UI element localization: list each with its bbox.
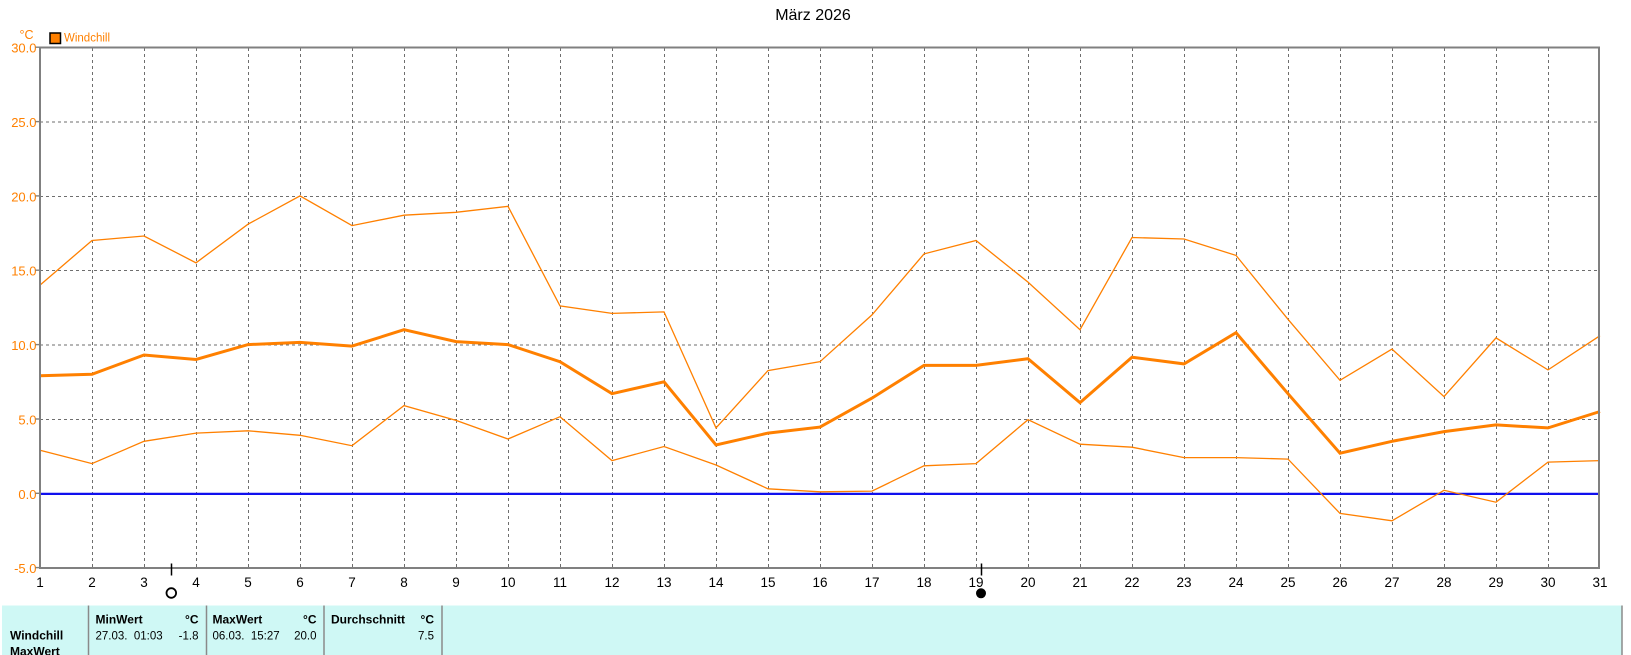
svg-text:27.03. 01:03: 27.03. 01:03	[96, 631, 163, 643]
svg-text:06.03. 15:27: 06.03. 15:27	[213, 631, 280, 643]
svg-text:Durchschnitt: Durchschnitt	[331, 613, 405, 627]
svg-text:28: 28	[1436, 575, 1451, 590]
svg-text:MinWert: MinWert	[96, 613, 143, 627]
svg-text:23: 23	[1176, 575, 1191, 590]
svg-text:°C: °C	[303, 613, 317, 627]
svg-text:März 2026: März 2026	[775, 7, 851, 24]
svg-text:18: 18	[916, 575, 931, 590]
svg-text:22: 22	[1124, 575, 1139, 590]
svg-text:12: 12	[604, 575, 619, 590]
svg-text:°C: °C	[20, 28, 34, 42]
svg-text:31: 31	[1592, 575, 1607, 590]
svg-text:24: 24	[1228, 575, 1244, 590]
svg-text:15.0: 15.0	[11, 264, 36, 279]
svg-text:25: 25	[1280, 575, 1295, 590]
svg-text:17: 17	[864, 575, 879, 590]
svg-text:5.0: 5.0	[18, 413, 36, 428]
svg-text:7: 7	[348, 575, 356, 590]
svg-text:26: 26	[1332, 575, 1347, 590]
svg-text:Windchill: Windchill	[10, 629, 63, 643]
svg-text:4: 4	[192, 575, 200, 590]
svg-text:25.0: 25.0	[11, 115, 36, 130]
svg-text:MaxWert: MaxWert	[213, 613, 263, 627]
svg-text:°C: °C	[421, 613, 435, 627]
svg-text:5: 5	[244, 575, 252, 590]
svg-text:29: 29	[1488, 575, 1503, 590]
svg-text:0.0: 0.0	[18, 487, 36, 502]
svg-text:1: 1	[36, 575, 44, 590]
svg-text:10: 10	[500, 575, 515, 590]
svg-text:21: 21	[1072, 575, 1087, 590]
svg-text:15: 15	[760, 575, 775, 590]
svg-text:14: 14	[708, 575, 724, 590]
svg-text:8: 8	[400, 575, 408, 590]
svg-text:°C: °C	[185, 613, 199, 627]
svg-text:30: 30	[1540, 575, 1555, 590]
svg-text:7.5: 7.5	[418, 631, 434, 643]
svg-text:2: 2	[88, 575, 96, 590]
svg-text:20.0: 20.0	[294, 631, 316, 643]
svg-text:-1.8: -1.8	[179, 631, 199, 643]
svg-text:16: 16	[812, 575, 827, 590]
svg-text:20: 20	[1020, 575, 1035, 590]
svg-text:19: 19	[968, 575, 983, 590]
svg-text:-5.0: -5.0	[14, 561, 36, 576]
svg-text:13: 13	[656, 575, 671, 590]
svg-text:Windchill: Windchill	[64, 33, 110, 45]
svg-text:20.0: 20.0	[11, 189, 36, 204]
svg-text:6: 6	[296, 575, 304, 590]
svg-text:3: 3	[140, 575, 148, 590]
svg-text:MaxWert: MaxWert	[10, 645, 60, 655]
svg-text:10.0: 10.0	[11, 338, 36, 353]
svg-text:9: 9	[452, 575, 460, 590]
svg-text:27: 27	[1384, 575, 1399, 590]
svg-text:30.0: 30.0	[11, 41, 36, 56]
svg-text:11: 11	[553, 575, 567, 590]
